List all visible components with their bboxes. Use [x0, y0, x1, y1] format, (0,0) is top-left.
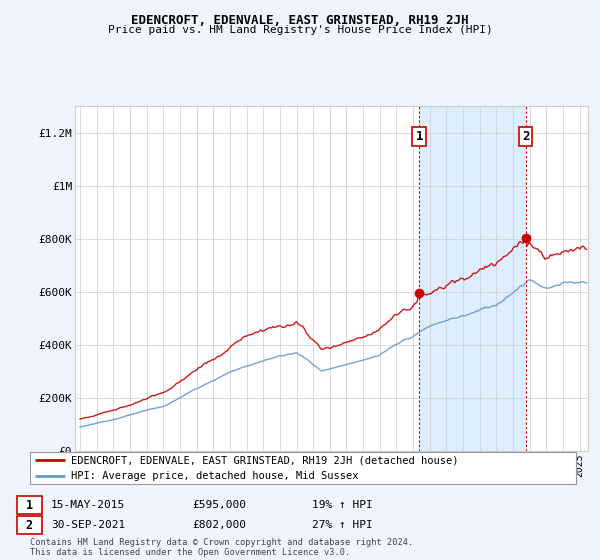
Text: £802,000: £802,000: [192, 520, 246, 530]
Text: Contains HM Land Registry data © Crown copyright and database right 2024.
This d: Contains HM Land Registry data © Crown c…: [30, 538, 413, 557]
Text: 27% ↑ HPI: 27% ↑ HPI: [312, 520, 373, 530]
Text: 30-SEP-2021: 30-SEP-2021: [51, 520, 125, 530]
Text: Price paid vs. HM Land Registry's House Price Index (HPI): Price paid vs. HM Land Registry's House …: [107, 25, 493, 35]
Text: HPI: Average price, detached house, Mid Sussex: HPI: Average price, detached house, Mid …: [71, 472, 358, 481]
Text: 1: 1: [416, 130, 423, 143]
Text: £595,000: £595,000: [192, 500, 246, 510]
Text: 19% ↑ HPI: 19% ↑ HPI: [312, 500, 373, 510]
Text: 2: 2: [26, 519, 33, 532]
Text: 2: 2: [522, 130, 529, 143]
Text: 1: 1: [26, 498, 33, 512]
Text: EDENCROFT, EDENVALE, EAST GRINSTEAD, RH19 2JH: EDENCROFT, EDENVALE, EAST GRINSTEAD, RH1…: [131, 14, 469, 27]
Text: 15-MAY-2015: 15-MAY-2015: [51, 500, 125, 510]
Bar: [419, 106, 526, 451]
Text: EDENCROFT, EDENVALE, EAST GRINSTEAD, RH19 2JH (detached house): EDENCROFT, EDENVALE, EAST GRINSTEAD, RH1…: [71, 455, 458, 465]
